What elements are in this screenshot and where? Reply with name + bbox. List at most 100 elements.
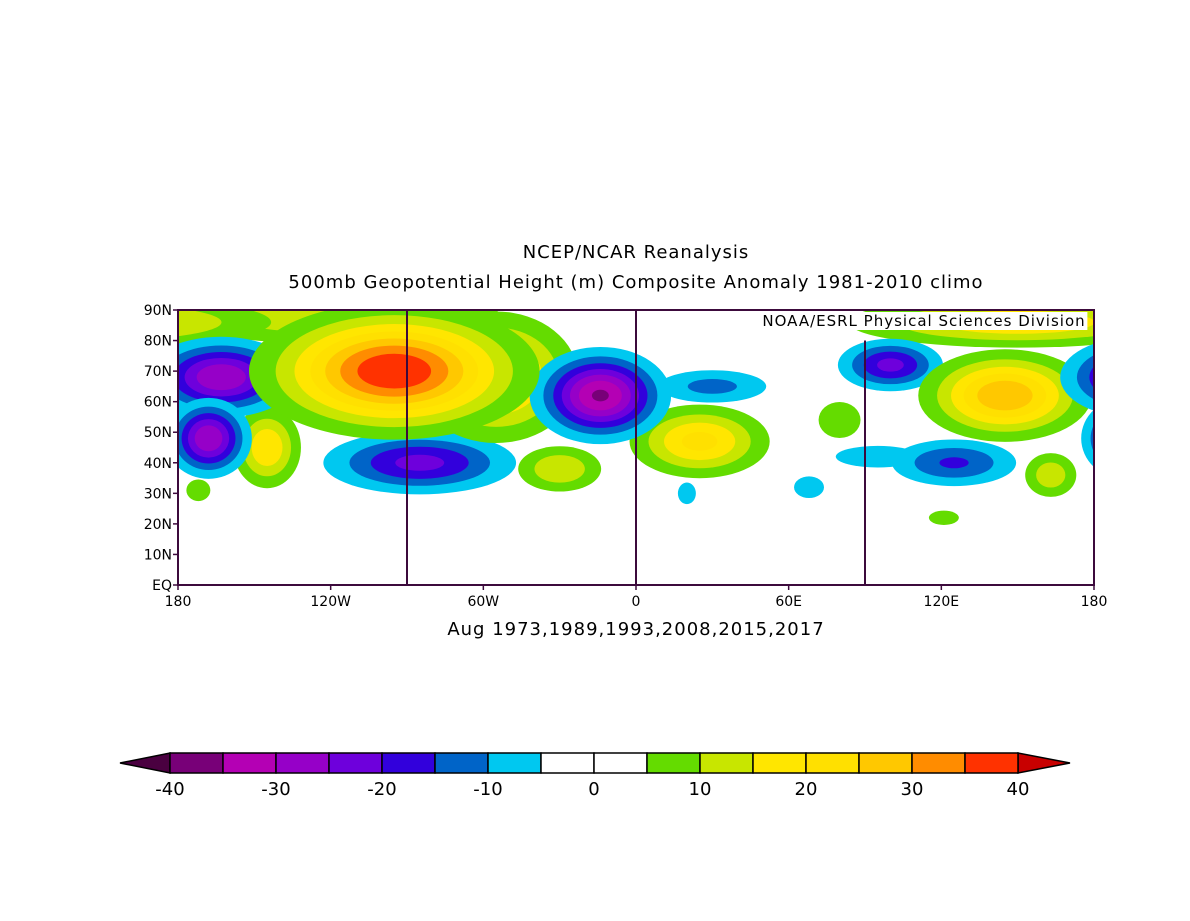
contour-band <box>1102 479 1126 501</box>
colorbar-swatch <box>593 752 648 774</box>
colorbar-swatch <box>699 752 754 774</box>
colorbar: -40 -30 -20 -10 0 10 20 30 40 <box>119 752 1071 800</box>
contour-band <box>194 425 223 452</box>
anomaly-europe-high <box>629 404 770 479</box>
contour-band <box>61 381 116 411</box>
contour-band <box>877 358 904 372</box>
colorbar-swatch <box>964 752 1019 774</box>
lon-tick-label: 60W <box>467 594 499 610</box>
lat-tick-label: 20N <box>144 517 172 533</box>
contour-band <box>1113 364 1162 390</box>
anomaly-w-pacific-high <box>1025 453 1077 497</box>
contour-band <box>1165 303 1190 440</box>
colorbar-label: 0 <box>588 779 599 800</box>
contour-band <box>251 428 283 467</box>
anomaly-us-low <box>323 431 517 495</box>
colorbar-label: 30 <box>901 779 924 800</box>
contour-band <box>186 479 211 502</box>
colorbar-label: -30 <box>261 779 290 800</box>
chart-title: NCEP/NCAR Reanalysis <box>522 242 750 263</box>
colorbar-under-arrow <box>119 752 171 774</box>
contour-band <box>23 457 52 468</box>
anomaly-east-asia-high <box>21 349 1092 442</box>
contour-band <box>0 339 27 392</box>
contour-band <box>395 454 445 471</box>
contour-band <box>794 476 825 499</box>
contour-band <box>534 455 585 483</box>
lon-tick-label: 180 <box>1081 594 1108 610</box>
contour-band <box>1149 407 1190 488</box>
colorbar-swatch <box>911 752 966 774</box>
contour-band <box>48 374 130 418</box>
contour-band <box>687 379 737 394</box>
credit-label: NOAA/ESRL Physical Sciences Division <box>760 312 1088 330</box>
contour-band <box>35 367 143 425</box>
contour-band <box>1111 425 1139 451</box>
lon-tick-label: 0 <box>632 594 641 610</box>
lon-tick-label: 180 <box>165 594 192 610</box>
contour-band <box>1159 419 1190 477</box>
contour-band <box>357 353 432 389</box>
colorbar-swatch <box>381 752 436 774</box>
colorbar-swatch <box>752 752 807 774</box>
colorbar-swatch <box>328 752 383 774</box>
contour-band <box>977 380 1033 411</box>
colorbar-swatch <box>487 752 542 774</box>
lat-tick-label: 60N <box>144 395 172 411</box>
colorbar-swatch <box>434 752 489 774</box>
contour-band <box>818 402 861 438</box>
lat-tick-label: 30N <box>144 486 172 502</box>
contour-band <box>21 359 157 431</box>
lat-tick-label: 40N <box>144 456 172 472</box>
colorbar-swatch <box>646 752 701 774</box>
contour-band <box>928 510 959 525</box>
colorbar-label: 40 <box>1007 779 1030 800</box>
colorbar-label: 10 <box>689 779 712 800</box>
lat-tick-label: 50N <box>144 425 172 441</box>
chart-caption: Aug 1973,1989,1993,2008,2015,2017 <box>447 619 825 640</box>
contour-band <box>196 364 246 391</box>
contour-band <box>178 310 222 337</box>
colorbar-label: 20 <box>795 779 818 800</box>
lon-tick-label: 120E <box>924 594 960 610</box>
lat-tick-label: 90N <box>144 303 172 319</box>
lat-tick-label: 70N <box>144 364 172 380</box>
anomaly-med-low <box>677 482 696 505</box>
colorbar-swatch <box>275 752 330 774</box>
contour-band <box>1090 424 1094 453</box>
contour-band <box>1081 409 1094 468</box>
chart-subtitle: 500mb Geopotential Height (m) Composite … <box>288 272 984 293</box>
contour-band <box>677 482 696 505</box>
contour-band <box>0 448 78 478</box>
contour-band <box>1076 355 1094 400</box>
contour-band <box>0 352 1 379</box>
contour-band <box>1098 413 1152 463</box>
contour-band <box>939 457 969 469</box>
contour-band <box>591 389 609 402</box>
contour-band <box>681 432 718 451</box>
contour-band <box>1089 366 1094 389</box>
contour-band <box>0 439 100 486</box>
lon-tick-label: 60E <box>775 594 802 610</box>
anomaly-atlantic-high <box>518 446 602 492</box>
anomaly-central-asia-high <box>818 402 861 438</box>
contour-band <box>1101 358 1174 397</box>
anomaly-canada-high <box>249 303 1190 440</box>
colorbar-swatch <box>169 752 224 774</box>
anomaly-arabia-low <box>794 476 825 499</box>
colorbar-swatch <box>540 752 595 774</box>
colorbar-swatch <box>805 752 860 774</box>
contour-band <box>0 446 4 468</box>
lon-tick-label: 120W <box>310 594 351 610</box>
anomaly-scandinavia-low <box>658 370 767 403</box>
contour-band <box>13 511 43 525</box>
colorbar-swatch <box>858 752 913 774</box>
contour-band <box>0 346 13 384</box>
contour-band <box>1144 300 1190 333</box>
lat-tick-label: 10N <box>144 547 172 563</box>
lat-tick-label: 80N <box>144 334 172 350</box>
colorbar-label: -20 <box>367 779 396 800</box>
anomaly-s-china-high <box>13 510 959 525</box>
contour-band <box>1036 462 1066 488</box>
